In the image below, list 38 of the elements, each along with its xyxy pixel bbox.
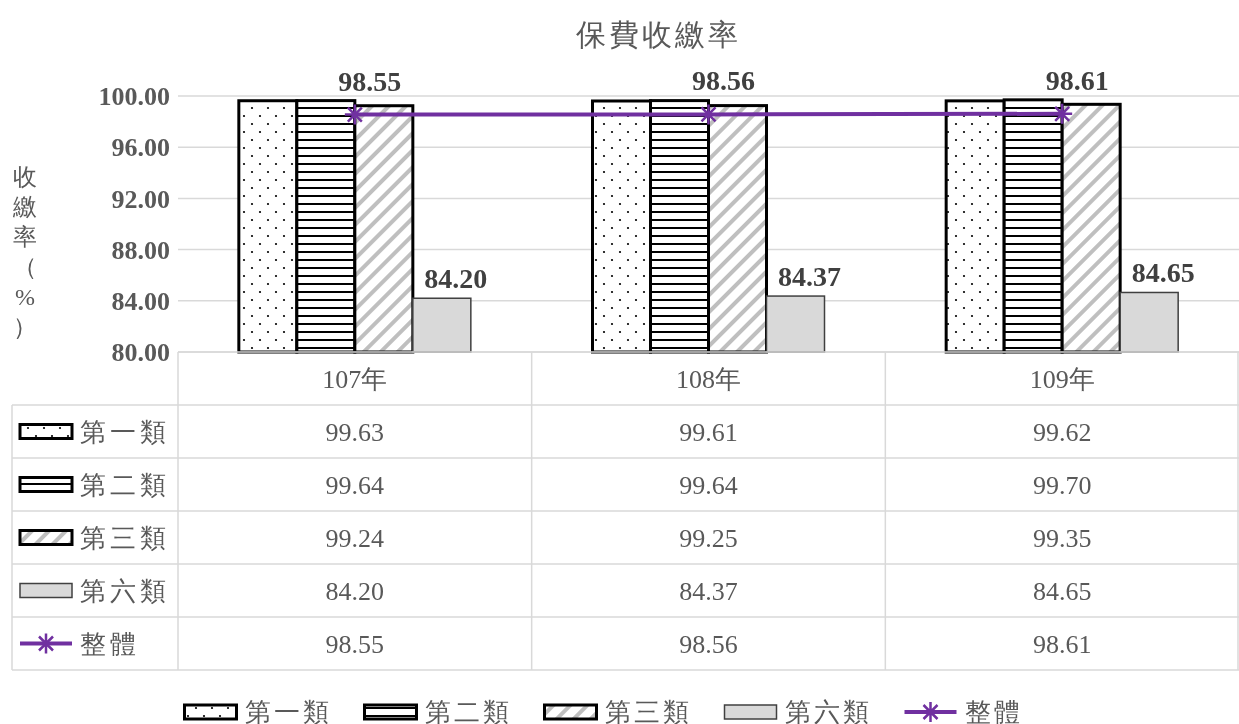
data-label: 98.61 (1032, 629, 1092, 659)
data-label: 99.64 (679, 470, 738, 500)
legend-label: 第一類 (80, 417, 170, 447)
text: 整體 (964, 698, 1023, 724)
data-label: 84.65 (1032, 576, 1092, 606)
text: 84.20 (424, 263, 488, 295)
y-axis-title: 收繳率（%） (12, 164, 37, 340)
text: 98.56 (692, 65, 755, 97)
legend-label: 第三類 (80, 523, 170, 553)
x-tick-label: 107年 (322, 364, 388, 394)
y-tick-label: 84.00 (111, 286, 170, 316)
text: 98.55 (338, 65, 402, 97)
x-tick-label: 109年 (1029, 364, 1095, 394)
legend-label: 第二類 (80, 470, 170, 500)
y-tick-label: 92.00 (111, 184, 170, 214)
data-label: 99.24 (325, 523, 385, 553)
text: 84.65 (1131, 257, 1195, 289)
data-label: 84.20 (325, 576, 385, 606)
data-label: 98.56 (679, 629, 738, 659)
data-label: 99.25 (679, 523, 738, 553)
y-tick-label: 100.00 (98, 82, 170, 112)
data-label: 99.35 (1032, 523, 1092, 553)
data-label: 98.55 (325, 629, 385, 659)
data-label: 84.37 (679, 576, 738, 606)
data-label: 99.62 (1032, 417, 1092, 447)
y-tick-label: 88.00 (111, 235, 170, 265)
legend-label: 整體 (80, 629, 140, 659)
data-label: 99.63 (325, 417, 385, 447)
x-tick-label: 108年 (676, 364, 741, 394)
text: 98.61 (1045, 64, 1109, 96)
data-label: 99.61 (679, 417, 738, 447)
y-tick-label: 80.00 (111, 338, 170, 368)
data-label: 99.64 (325, 470, 385, 500)
chart-title: 保費收繳率 (576, 18, 741, 51)
y-tick-label: 96.00 (111, 133, 170, 163)
text: 84.37 (778, 261, 841, 293)
legend-label: 第六類 (80, 576, 170, 606)
data-label: 99.70 (1032, 470, 1092, 500)
